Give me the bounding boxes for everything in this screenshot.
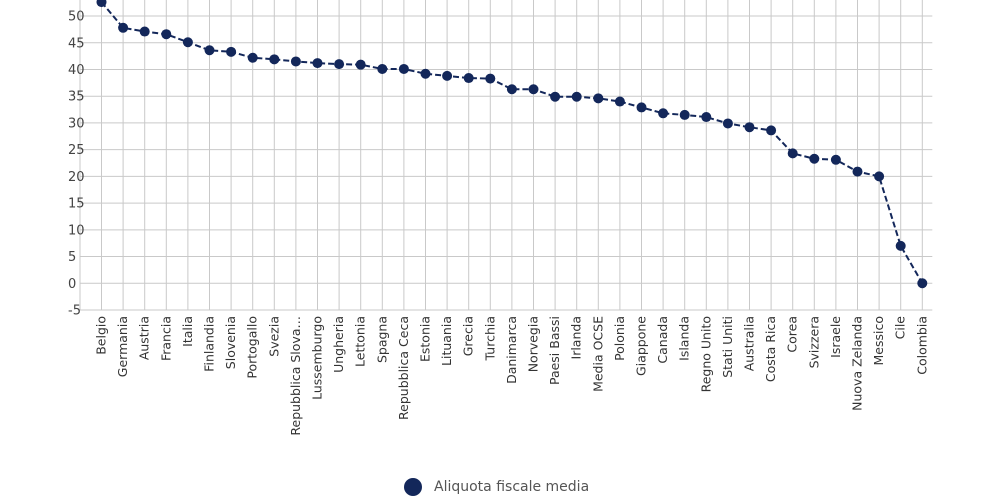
x-tick-label: Lussemburgo	[310, 316, 325, 400]
x-tick-label: Norvegia	[526, 316, 541, 372]
legend: Aliquota fiscale media	[404, 477, 589, 497]
data-point[interactable]	[722, 118, 733, 129]
x-tick-label: Svezia	[266, 316, 281, 357]
x-tick-label: Lituania	[439, 316, 454, 366]
x-axis-ticks: Belgio Germania Austria Francia Italia Finlan…	[94, 316, 930, 436]
x-tick-label: Regno Unito	[698, 316, 713, 392]
x-tick-label: Lettonia	[353, 316, 368, 367]
x-tick-label: Portogallo	[245, 316, 260, 379]
x-tick-label: Spagna	[374, 316, 389, 363]
data-point[interactable]	[226, 46, 237, 57]
data-point[interactable]	[463, 73, 474, 84]
x-tick-label: Canada	[655, 316, 670, 364]
data-point[interactable]	[420, 68, 431, 79]
y-tick-label: 10	[68, 223, 85, 238]
data-point[interactable]	[96, 0, 107, 8]
data-point[interactable]	[658, 108, 669, 119]
x-tick-label: Islanda	[677, 316, 692, 361]
data-point[interactable]	[787, 148, 798, 159]
data-point[interactable]	[312, 58, 323, 69]
x-tick-label: Australia	[742, 316, 757, 371]
y-tick-label: 50	[68, 10, 85, 25]
data-point[interactable]	[766, 125, 777, 136]
y-tick-label: 0	[68, 277, 76, 292]
data-point[interactable]	[614, 96, 625, 107]
x-tick-label: Messico	[871, 316, 886, 366]
x-tick-label: Irlanda	[569, 316, 584, 359]
data-point[interactable]	[377, 63, 388, 74]
data-point[interactable]	[744, 122, 755, 133]
data-point[interactable]	[593, 93, 604, 104]
data-point[interactable]	[139, 26, 150, 37]
x-tick-label: Slovenia	[223, 316, 238, 369]
legend-label: Aliquota fiscale media	[434, 479, 590, 495]
y-tick-label: 5	[68, 250, 76, 265]
data-point[interactable]	[334, 59, 345, 70]
x-tick-label: Austria	[137, 316, 152, 360]
data-point[interactable]	[506, 84, 517, 95]
y-tick-label: 35	[68, 90, 85, 105]
data-point[interactable]	[895, 240, 906, 251]
x-tick-label: Giappone	[634, 316, 649, 376]
data-point[interactable]	[442, 70, 453, 81]
x-tick-label: Turchia	[482, 316, 497, 361]
y-axis-ticks: -5 0 5 10 15 20 25 30 35 40 45 50	[68, 10, 85, 319]
x-tick-label: Colombia	[914, 316, 929, 375]
x-tick-label: Italia	[180, 316, 195, 347]
x-tick-label: Costa Rica	[763, 316, 778, 382]
data-point[interactable]	[485, 73, 496, 84]
y-tick-label: 15	[68, 197, 85, 212]
x-tick-label: Cile	[893, 316, 908, 340]
x-tick-label: Media OCSE	[590, 316, 605, 392]
x-tick-label: Germania	[115, 316, 130, 377]
data-point[interactable]	[161, 29, 172, 40]
x-tick-label: Stati Uniti	[720, 316, 735, 378]
line-chart: -5 0 5 10 15 20 25 30 35 40 45 50 Belgio Germania Aus…	[68, 0, 933, 436]
data-point[interactable]	[701, 112, 712, 123]
data-point[interactable]	[917, 278, 928, 289]
data-point[interactable]	[550, 91, 561, 102]
data-point[interactable]	[269, 54, 280, 65]
data-point[interactable]	[830, 154, 841, 165]
x-tick-label: Estonia	[418, 316, 433, 362]
x-tick-label: Danimarca	[504, 316, 519, 384]
data-point[interactable]	[247, 52, 258, 63]
x-tick-label: Corea	[785, 316, 800, 353]
x-tick-label: Svizzera	[806, 316, 821, 368]
y-tick-label: 20	[68, 170, 85, 185]
data-point[interactable]	[636, 102, 647, 113]
y-tick-label: 40	[68, 63, 85, 78]
data-point[interactable]	[809, 153, 820, 164]
data-point[interactable]	[398, 63, 409, 74]
legend-swatch	[404, 478, 422, 496]
data-point[interactable]	[290, 56, 301, 67]
data-point[interactable]	[852, 166, 863, 177]
data-point[interactable]	[182, 37, 193, 48]
series-line	[100, 1, 924, 284]
x-tick-label: Belgio	[94, 316, 109, 355]
data-point[interactable]	[679, 109, 690, 120]
y-tick-label: 30	[68, 116, 85, 131]
y-tick-label: 25	[68, 143, 85, 158]
x-tick-label: Grecia	[461, 316, 476, 356]
x-tick-label: Repubblica Ceca	[396, 316, 411, 420]
x-tick-label: Nuova Zelanda	[850, 316, 865, 411]
x-tick-label: Francia	[158, 316, 173, 361]
x-tick-label: Repubblica Slova…	[288, 316, 303, 436]
data-point[interactable]	[528, 84, 539, 95]
data-point[interactable]	[874, 171, 885, 182]
data-point[interactable]	[204, 45, 215, 56]
x-tick-label: Israele	[828, 316, 843, 358]
data-point[interactable]	[571, 91, 582, 102]
y-tick-label: -5	[68, 304, 81, 319]
data-points	[96, 0, 928, 289]
data-point[interactable]	[118, 22, 129, 33]
x-tick-label: Polonia	[612, 316, 627, 361]
x-tick-label: Ungheria	[331, 316, 346, 373]
x-tick-label: Paesi Bassi	[547, 316, 562, 385]
data-point[interactable]	[355, 59, 366, 70]
x-tick-label: Finlandia	[202, 316, 217, 372]
y-tick-label: 45	[68, 36, 85, 51]
